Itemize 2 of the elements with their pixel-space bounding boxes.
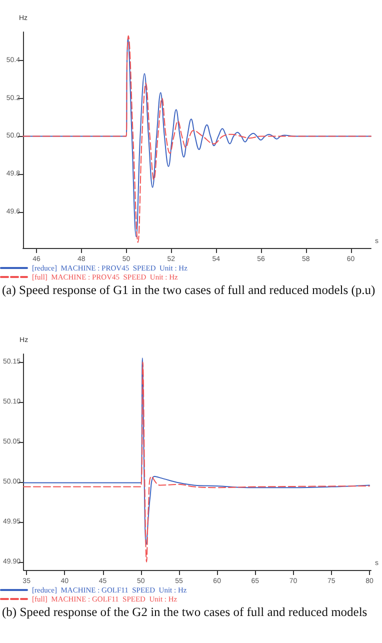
text: (a) Speed response of G1 in the two cases of full and reduced models (p.u): [1, 282, 376, 299]
text: (b) Speed response of the G2 in the two cases of full and reduced models: [1, 604, 368, 621]
